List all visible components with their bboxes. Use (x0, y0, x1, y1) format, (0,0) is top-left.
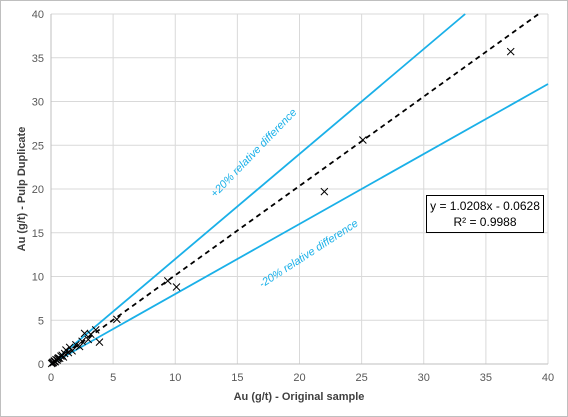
x-tick-label: 20 (293, 372, 305, 384)
lower-band-label: -20% relative difference (257, 218, 360, 291)
data-point (71, 340, 80, 349)
x-tick-label: 5 (110, 372, 116, 384)
lower-line (50, 83, 549, 365)
guide-lines (50, 13, 549, 365)
x-tick-label: 15 (231, 372, 243, 384)
data-point-stroke (78, 337, 86, 346)
data-point-stroke (112, 315, 121, 324)
x-tick-label: 25 (356, 372, 368, 384)
data-point (172, 283, 181, 291)
data-point (78, 337, 86, 346)
y-tick-label: 10 (32, 272, 44, 284)
data-point (359, 136, 367, 144)
data-point-stroke (65, 343, 74, 352)
data-point-stroke (95, 338, 104, 346)
r-squared: R² = 0.9988 (453, 215, 517, 229)
x-axis-title: Au (g/t) - Original sample (234, 391, 365, 403)
data-point (75, 342, 84, 351)
y-tick-label: 25 (32, 140, 44, 152)
data-point (112, 315, 121, 324)
data-point-stroke (506, 47, 515, 56)
data-point (91, 326, 100, 334)
data-point-stroke (68, 347, 76, 355)
data-point (320, 187, 329, 196)
trendline-line (51, 13, 540, 365)
data-point (506, 47, 515, 56)
grid-lines (50, 13, 549, 365)
x-tick-label: 0 (48, 372, 54, 384)
y-tick-label: 20 (32, 184, 44, 196)
data-point-stroke (84, 335, 93, 344)
y-tick-label: 5 (38, 315, 44, 327)
data-point-stroke (172, 283, 181, 291)
y-tick-label: 40 (32, 9, 44, 21)
upper-band-label: +20% relative difference (209, 107, 300, 200)
y-tick-label: 35 (32, 53, 44, 65)
data-point-stroke (320, 187, 329, 196)
y-tick-label: 15 (32, 228, 44, 240)
tick-labels: 00 5 5 10 10 15 15 20 20 25 25 30 30 35 35 40 40 (32, 9, 554, 384)
data-point (84, 335, 93, 344)
y-tick-label: 30 (32, 97, 44, 109)
data-point-stroke (359, 136, 367, 144)
data-point (68, 347, 76, 355)
y-axis-title: Au (g/t) - Pulp Duplicate (16, 127, 28, 252)
data-point (80, 329, 89, 338)
x-tick-label: 35 (480, 372, 492, 384)
data-point-stroke (91, 326, 100, 334)
regression-box: y = 1.0208x - 0.0628 R² = 0.9988 (426, 195, 544, 233)
regression-equation: y = 1.0208x - 0.0628 (430, 199, 540, 213)
data-points (47, 47, 515, 368)
data-point (95, 338, 104, 346)
data-point (163, 277, 172, 285)
data-point-stroke (163, 277, 172, 285)
data-point-stroke (64, 348, 73, 357)
upper-line (50, 13, 466, 365)
x-tick-label: 40 (542, 372, 554, 384)
x-tick-label: 30 (418, 372, 430, 384)
data-point (65, 343, 74, 352)
data-point-stroke (80, 329, 89, 338)
data-point-stroke (71, 340, 80, 349)
data-point-stroke (75, 342, 84, 351)
x-tick-label: 10 (169, 372, 181, 384)
y-tick-label: 0 (38, 359, 44, 371)
